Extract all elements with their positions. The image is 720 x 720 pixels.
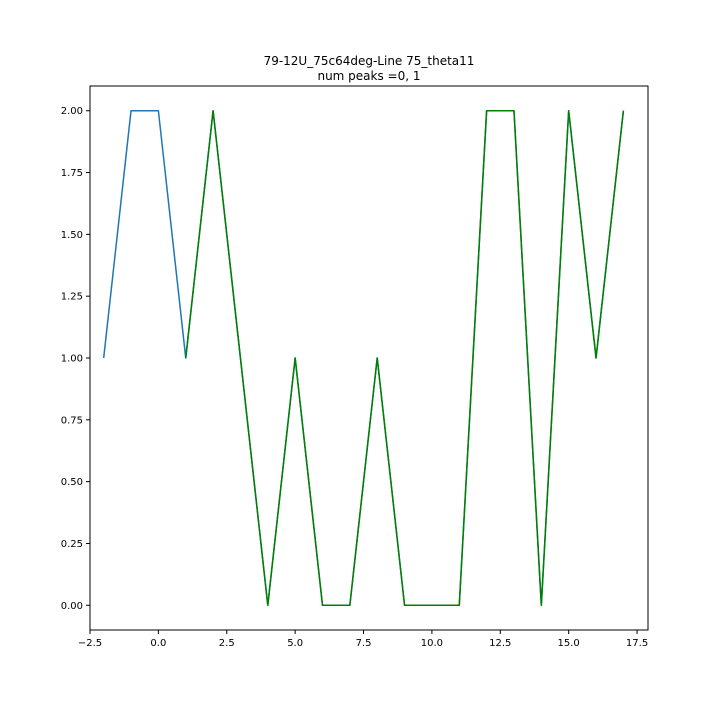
y-tick-label: 1.75 <box>61 168 83 179</box>
x-tick-label: 2.5 <box>219 638 235 649</box>
y-tick-label: 0.25 <box>61 539 83 550</box>
x-tick-label: −2.5 <box>78 638 102 649</box>
chart-subtitle: num peaks =0, 1 <box>317 69 420 83</box>
y-tick-label: 1.50 <box>61 230 83 241</box>
y-tick-label: 1.00 <box>61 354 83 365</box>
x-tick-label: 15.0 <box>558 638 580 649</box>
x-tick-label: 0.0 <box>150 638 166 649</box>
series-line-2 <box>184 109 625 607</box>
x-tick-label: 17.5 <box>626 638 648 649</box>
y-tick-label: 2.00 <box>61 106 83 117</box>
series-layer <box>102 109 625 607</box>
x-tick-label: 5.0 <box>287 638 303 649</box>
y-tick-label: 0.00 <box>61 601 83 612</box>
y-tick-label: 0.50 <box>61 477 83 488</box>
y-tick-label: 1.25 <box>61 292 83 303</box>
x-tick-label: 12.5 <box>489 638 511 649</box>
x-tick-label: 7.5 <box>356 638 372 649</box>
chart-title: 79-12U_75c64deg-Line 75_theta11 <box>264 54 475 68</box>
y-tick-label: 0.75 <box>61 415 83 426</box>
plot-frame <box>89 85 649 631</box>
y-axis: 0.00 0.25 0.50 0.75 1.00 1.25 1.50 1.75 2.00 <box>61 106 90 612</box>
x-axis: −2.5 0.0 2.5 5.0 7.5 10.0 12.5 15.0 17.5 <box>78 630 648 649</box>
x-tick-label: 10.0 <box>421 638 443 649</box>
